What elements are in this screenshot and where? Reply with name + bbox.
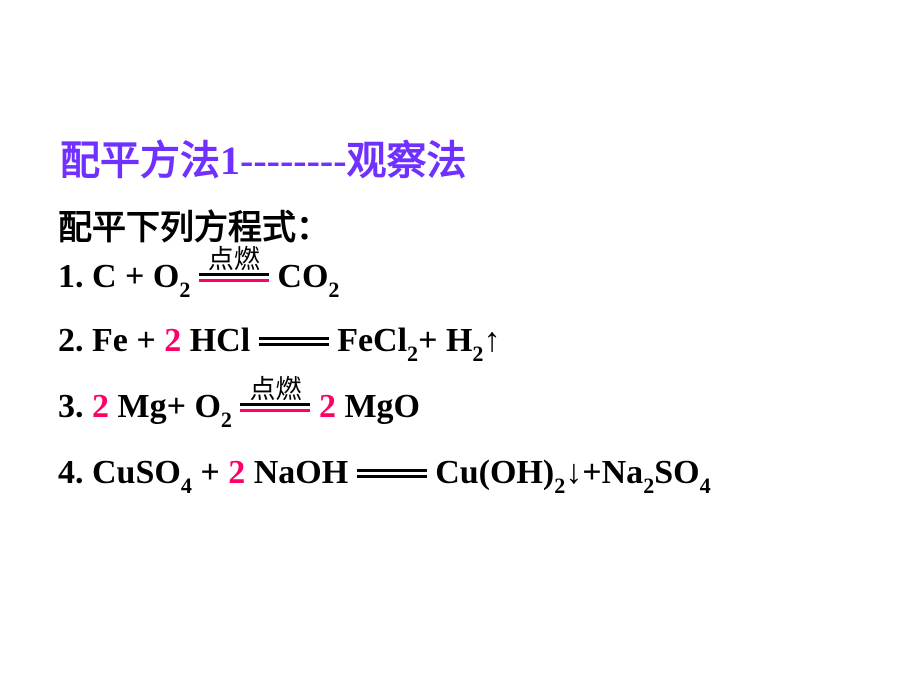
subscript: 4	[181, 473, 192, 498]
coefficient: 2	[228, 454, 245, 491]
condition-label: 点燃	[208, 239, 260, 276]
formula-text: SO	[654, 454, 699, 491]
formula-text: + H	[418, 322, 472, 359]
equation-number: 2.	[58, 322, 84, 359]
subscript: 2	[472, 341, 483, 366]
equals-bar	[357, 469, 427, 481]
formula-text: C + O	[84, 258, 180, 295]
equation-line: 1. C + O2 点燃 CO2	[58, 258, 339, 301]
condition-label: 点燃	[249, 369, 301, 406]
coefficient: 2	[92, 388, 109, 425]
slide-subtitle: 配平下列方程式：	[58, 200, 330, 249]
formula-text	[84, 388, 93, 425]
gas-arrow: ↑	[483, 322, 500, 359]
equation-number: 1.	[58, 258, 84, 295]
subscript: 2	[643, 473, 654, 498]
formula-text: Fe +	[84, 322, 165, 359]
formula-text: NaOH	[245, 454, 356, 491]
formula-text: ↓+Na	[565, 454, 643, 491]
formula-text: CO	[269, 258, 329, 295]
formula-text: Cu(OH)	[427, 454, 555, 491]
subscript: 2	[328, 277, 339, 302]
coefficient: 2	[164, 322, 181, 359]
equation-number: 3.	[58, 388, 84, 425]
formula-text: FeCl	[329, 322, 407, 359]
subscript: 2	[179, 277, 190, 302]
slide-title: 配平方法1--------观察法	[60, 128, 467, 186]
formula-text: CuSO	[84, 454, 181, 491]
equation-line: 4. CuSO4 + 2 NaOH Cu(OH)2↓+Na2SO4	[58, 454, 711, 497]
subscript: 2	[221, 407, 232, 432]
formula-text: HCl	[181, 322, 258, 359]
equals-bar: 点燃	[199, 273, 269, 285]
equation-line: 3. 2 Mg+ O2 点燃 2 MgO	[58, 388, 420, 431]
equals-bar	[259, 337, 329, 349]
formula-text: Mg+ O	[109, 388, 221, 425]
subscript: 4	[700, 473, 711, 498]
formula-text: MgO	[336, 388, 420, 425]
formula-text	[310, 388, 319, 425]
equals-bar: 点燃	[240, 403, 310, 415]
equation-line: 2. Fe + 2 HCl FeCl2+ H2↑	[58, 322, 500, 365]
coefficient: 2	[319, 388, 336, 425]
formula-text: +	[192, 454, 228, 491]
equation-number: 4.	[58, 454, 84, 491]
subscript: 2	[407, 341, 418, 366]
subscript: 2	[554, 473, 565, 498]
